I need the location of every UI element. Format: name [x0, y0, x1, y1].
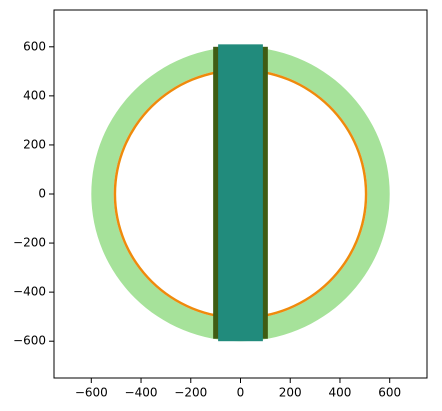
y-tick-label: −200	[13, 236, 46, 250]
x-tick-label: 600	[378, 386, 401, 400]
x-tick-label: −600	[75, 386, 108, 400]
y-tick-label: −400	[13, 285, 46, 299]
y-tick-label: −600	[13, 334, 46, 348]
x-tick-label: −200	[174, 386, 207, 400]
y-tick-label: 400	[23, 88, 46, 102]
x-tick-label: 400	[329, 386, 352, 400]
y-tick-label: 0	[38, 187, 46, 201]
y-tick-label: 200	[23, 137, 46, 151]
y-tick-label: 600	[23, 39, 46, 53]
x-tick-label: −400	[125, 386, 158, 400]
x-tick-label: 200	[279, 386, 302, 400]
slab	[218, 44, 263, 342]
x-tick-label: 0	[237, 386, 245, 400]
